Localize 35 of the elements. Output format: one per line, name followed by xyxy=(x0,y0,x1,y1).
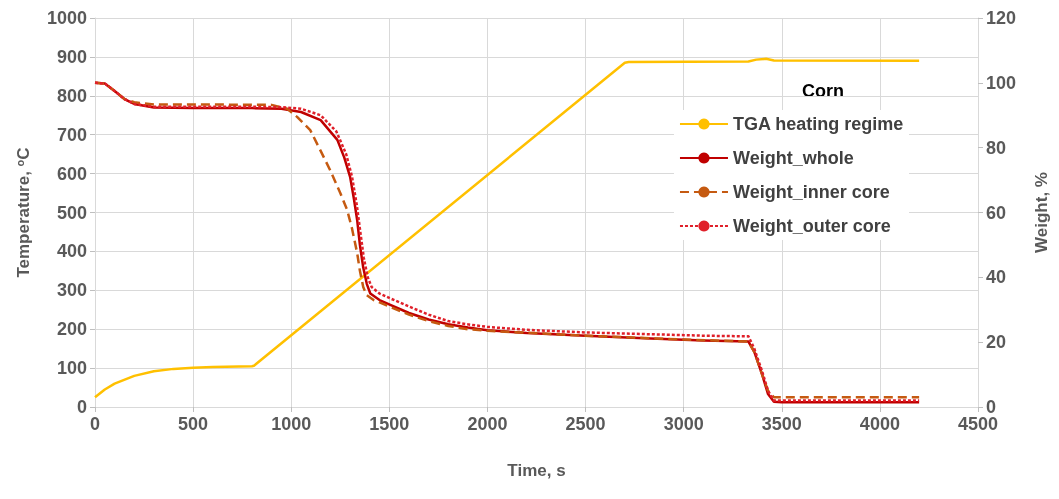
legend-label: Weight_whole xyxy=(732,148,854,168)
x-tick-label: 4000 xyxy=(859,414,900,434)
x-axis-title: Time, s xyxy=(507,461,566,480)
x-tick-label: 0 xyxy=(89,414,101,434)
y2-tick-label: 40 xyxy=(986,267,1007,288)
y-tick-label: 800 xyxy=(56,85,87,106)
x-tick-label: 4500 xyxy=(957,414,999,434)
y-tick-label: 300 xyxy=(56,280,87,301)
y2-tick-label: 80 xyxy=(986,137,1007,158)
x-tick-label: 1000 xyxy=(271,414,312,434)
legend-label: TGA heating regime xyxy=(732,114,904,134)
y2-tick-label: 120 xyxy=(986,8,1017,28)
y-tick-label: 600 xyxy=(56,163,87,184)
y-tick-label: 900 xyxy=(56,46,87,67)
y2-tick-label: 100 xyxy=(986,72,1017,93)
y-tick-label: 700 xyxy=(56,124,87,145)
y-tick-label: 400 xyxy=(56,241,87,262)
x-tick-label: 2000 xyxy=(467,414,508,434)
y-tick-label: 100 xyxy=(56,358,87,379)
y2-axis-title: Weight, % xyxy=(1032,172,1051,253)
y2-tick-label: 60 xyxy=(986,202,1007,223)
x-tick-label: 500 xyxy=(178,414,209,434)
y-tick-label: 1000 xyxy=(46,8,87,28)
y2-tick-label: 0 xyxy=(986,397,997,417)
y-tick-label: 0 xyxy=(76,397,87,417)
legend-label: Weight_inner core xyxy=(732,182,890,202)
x-tick-label: 2500 xyxy=(565,414,606,434)
x-tick-label: 3000 xyxy=(663,414,704,434)
legend-label: Weight_outer core xyxy=(732,216,891,236)
x-tick-label: 3500 xyxy=(761,414,802,434)
y-tick-label: 200 xyxy=(56,319,87,340)
y2-tick-label: 20 xyxy=(986,332,1007,353)
y-axis-title: Temperature, oC xyxy=(13,147,33,278)
x-tick-label: 1500 xyxy=(369,414,410,434)
y-tick-label: 500 xyxy=(56,202,87,223)
